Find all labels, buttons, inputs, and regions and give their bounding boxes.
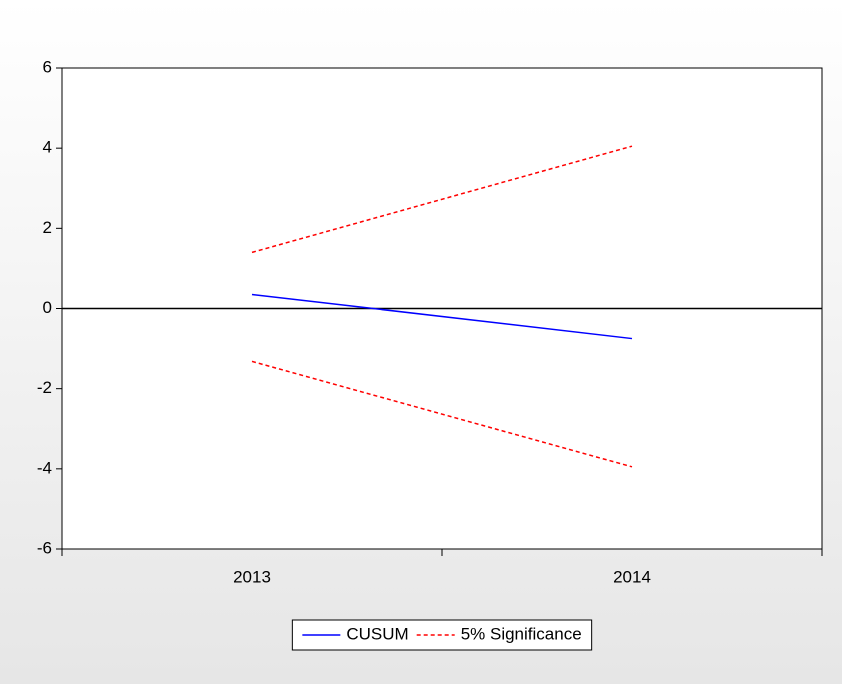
series-line bbox=[251, 293, 633, 340]
x-tick-label: 2014 bbox=[613, 567, 651, 586]
y-tick-label: 4 bbox=[43, 138, 52, 157]
legend-label: CUSUM bbox=[346, 624, 408, 643]
y-tick-label: 0 bbox=[43, 298, 52, 317]
legend-label: 5% Significance bbox=[461, 624, 582, 643]
series-line bbox=[251, 145, 633, 254]
y-tick-label: -2 bbox=[37, 378, 52, 397]
y-tick-label: -6 bbox=[37, 538, 52, 557]
y-tick-label: 6 bbox=[43, 57, 52, 76]
y-tick-label: -4 bbox=[37, 458, 52, 477]
series-line-lower bbox=[251, 360, 633, 468]
legend bbox=[291, 619, 593, 651]
x-tick-label: 2013 bbox=[233, 567, 271, 586]
y-tick-label: 2 bbox=[43, 218, 52, 237]
